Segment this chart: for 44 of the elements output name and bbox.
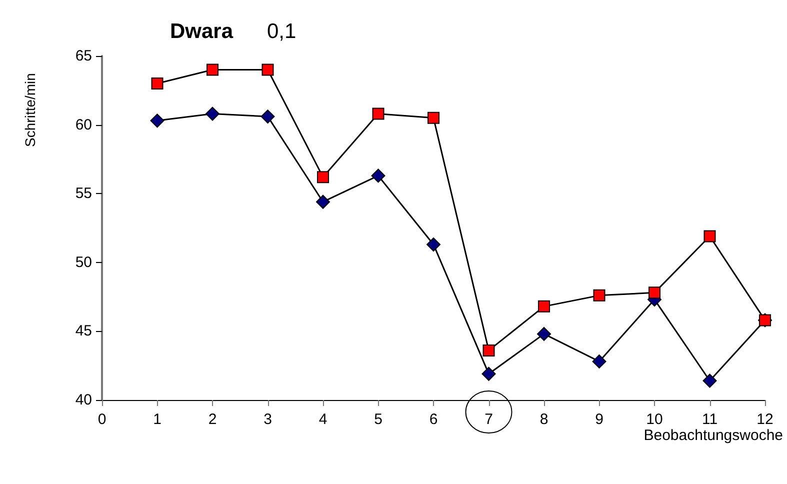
y-tick-label: 40 [75, 392, 92, 408]
point [150, 114, 164, 128]
point [316, 194, 330, 209]
x-tick-label: 12 [756, 411, 774, 428]
point [260, 110, 275, 124]
point [262, 64, 274, 76]
point [702, 374, 717, 388]
point [648, 286, 660, 299]
x-tick-label: 5 [374, 411, 382, 428]
point [538, 300, 550, 312]
x-tick-label: 4 [318, 411, 328, 428]
chart-subtitle: 0,1 [267, 20, 296, 43]
x-tick-label: 10 [646, 411, 663, 428]
x-tick-label: 1 [153, 411, 162, 428]
point [537, 326, 551, 341]
x-tick-label: 9 [595, 411, 604, 428]
x-tick-label: 7 [484, 411, 493, 428]
y-tick-label: 55 [75, 185, 92, 202]
point [372, 108, 384, 120]
point [482, 344, 495, 356]
point [592, 354, 606, 368]
chart-title: Dwara [170, 20, 234, 43]
x-axis-title: Beobachtungswoche [644, 427, 784, 444]
y-tick-label: 45 [75, 322, 92, 340]
x-tick-label: 3 [264, 411, 272, 428]
x-tick-label: 0 [98, 411, 106, 428]
x-tick-label: 11 [702, 411, 718, 428]
point [317, 171, 329, 184]
point [206, 64, 218, 76]
y-axis-title: Schritte/min [22, 73, 38, 147]
point [426, 238, 440, 252]
x-tick-label: 6 [429, 411, 438, 428]
y-tick-label: 60 [75, 116, 92, 134]
point [482, 366, 496, 381]
y-tick-label: 50 [75, 254, 92, 271]
point [371, 168, 386, 183]
x-tick-label: 2 [208, 411, 217, 428]
point [704, 230, 716, 242]
point [428, 112, 440, 124]
x-tick-label: 8 [540, 411, 548, 428]
point [593, 289, 606, 302]
point [151, 78, 164, 90]
point [206, 106, 220, 121]
y-tick-label: 65 [75, 48, 92, 64]
